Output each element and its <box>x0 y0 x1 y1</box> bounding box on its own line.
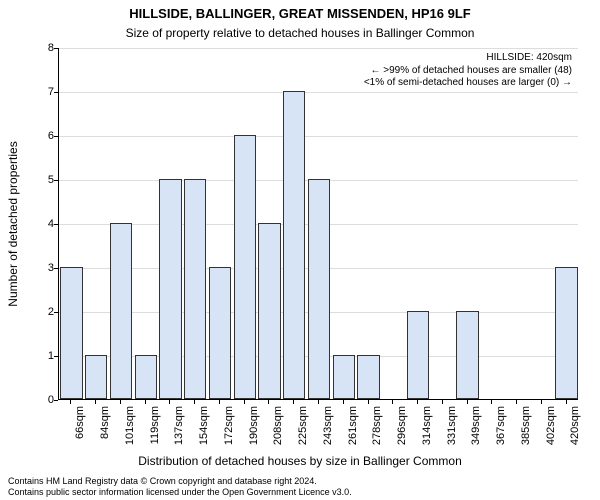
x-tick-mark <box>244 400 245 404</box>
x-tick-mark <box>219 400 220 404</box>
y-tick-label: 8 <box>24 42 54 54</box>
y-axis-label: Number of detached properties <box>6 141 20 306</box>
x-tick-label: 208sqm <box>272 406 284 445</box>
bar <box>456 311 478 399</box>
gridline <box>59 92 578 93</box>
x-tick-label: 66sqm <box>74 406 86 439</box>
x-tick-mark <box>516 400 517 404</box>
chart-container: HILLSIDE, BALLINGER, GREAT MISSENDEN, HP… <box>0 0 600 500</box>
gridline <box>59 48 578 49</box>
bar <box>308 179 330 399</box>
plot-area: HILLSIDE: 420sqm ← >99% of detached hous… <box>58 48 578 400</box>
y-tick-label: 7 <box>24 86 54 98</box>
y-tick-label: 2 <box>24 306 54 318</box>
y-tick-mark <box>54 92 58 93</box>
x-tick-label: 119sqm <box>149 406 161 444</box>
x-tick-mark <box>368 400 369 404</box>
x-tick-mark <box>343 400 344 404</box>
annotation-box: HILLSIDE: 420sqm ← >99% of detached hous… <box>364 52 572 90</box>
chart-subtitle: Size of property relative to detached ho… <box>0 26 600 40</box>
x-tick-label: 243sqm <box>322 406 334 445</box>
bar <box>110 223 132 399</box>
x-tick-label: 385sqm <box>520 406 532 445</box>
x-tick-mark <box>194 400 195 404</box>
x-tick-mark <box>145 400 146 404</box>
x-tick-label: 261sqm <box>347 406 359 445</box>
y-tick-mark <box>54 400 58 401</box>
x-tick-label: 154sqm <box>198 406 210 445</box>
x-tick-label: 137sqm <box>173 406 185 445</box>
y-tick-label: 0 <box>24 394 54 406</box>
x-tick-mark <box>392 400 393 404</box>
x-tick-mark <box>566 400 567 404</box>
x-tick-label: 420sqm <box>569 406 581 445</box>
x-tick-label: 349sqm <box>470 406 482 445</box>
x-tick-mark <box>442 400 443 404</box>
y-tick-mark <box>54 356 58 357</box>
y-tick-mark <box>54 224 58 225</box>
x-tick-label: 225sqm <box>297 406 309 445</box>
x-tick-mark <box>169 400 170 404</box>
x-tick-label: 190sqm <box>248 406 260 445</box>
y-tick-mark <box>54 48 58 49</box>
bar <box>159 179 181 399</box>
x-tick-label: 172sqm <box>223 406 235 445</box>
bar <box>555 267 577 399</box>
x-axis-label: Distribution of detached houses by size … <box>0 454 600 468</box>
y-tick-label: 4 <box>24 218 54 230</box>
chart-title: HILLSIDE, BALLINGER, GREAT MISSENDEN, HP… <box>0 6 600 21</box>
y-tick-label: 3 <box>24 262 54 274</box>
y-tick-mark <box>54 312 58 313</box>
annotation-line-2: ← >99% of detached houses are smaller (4… <box>364 65 572 78</box>
bar <box>184 179 206 399</box>
footer-text: Contains HM Land Registry data © Crown c… <box>8 476 352 499</box>
bar <box>234 135 256 399</box>
x-tick-label: 296sqm <box>396 406 408 445</box>
y-tick-mark <box>54 136 58 137</box>
bar <box>258 223 280 399</box>
x-tick-label: 367sqm <box>495 406 507 445</box>
x-tick-mark <box>268 400 269 404</box>
gridline <box>59 136 578 137</box>
annotation-line-3: <1% of semi-detached houses are larger (… <box>364 77 572 90</box>
x-tick-mark <box>491 400 492 404</box>
x-tick-label: 278sqm <box>371 406 383 445</box>
bar <box>357 355 379 399</box>
x-tick-label: 84sqm <box>99 406 111 439</box>
x-tick-mark <box>318 400 319 404</box>
y-tick-label: 1 <box>24 350 54 362</box>
bar <box>283 91 305 399</box>
x-tick-mark <box>120 400 121 404</box>
x-tick-mark <box>467 400 468 404</box>
x-tick-label: 402sqm <box>545 406 557 445</box>
footer-line-1: Contains HM Land Registry data © Crown c… <box>8 476 352 487</box>
x-tick-label: 331sqm <box>446 406 458 445</box>
x-tick-mark <box>95 400 96 404</box>
x-tick-mark <box>417 400 418 404</box>
bar <box>135 355 157 399</box>
y-tick-mark <box>54 268 58 269</box>
y-tick-label: 6 <box>24 130 54 142</box>
footer-line-2: Contains public sector information licen… <box>8 487 352 498</box>
x-tick-mark <box>70 400 71 404</box>
bar <box>407 311 429 399</box>
x-tick-label: 314sqm <box>421 406 433 445</box>
x-tick-mark <box>541 400 542 404</box>
annotation-line-1: HILLSIDE: 420sqm <box>364 52 572 65</box>
bar <box>60 267 82 399</box>
x-tick-mark <box>293 400 294 404</box>
bar <box>333 355 355 399</box>
x-tick-label: 101sqm <box>124 406 136 445</box>
y-tick-label: 5 <box>24 174 54 186</box>
bar <box>85 355 107 399</box>
y-tick-mark <box>54 180 58 181</box>
bar <box>209 267 231 399</box>
